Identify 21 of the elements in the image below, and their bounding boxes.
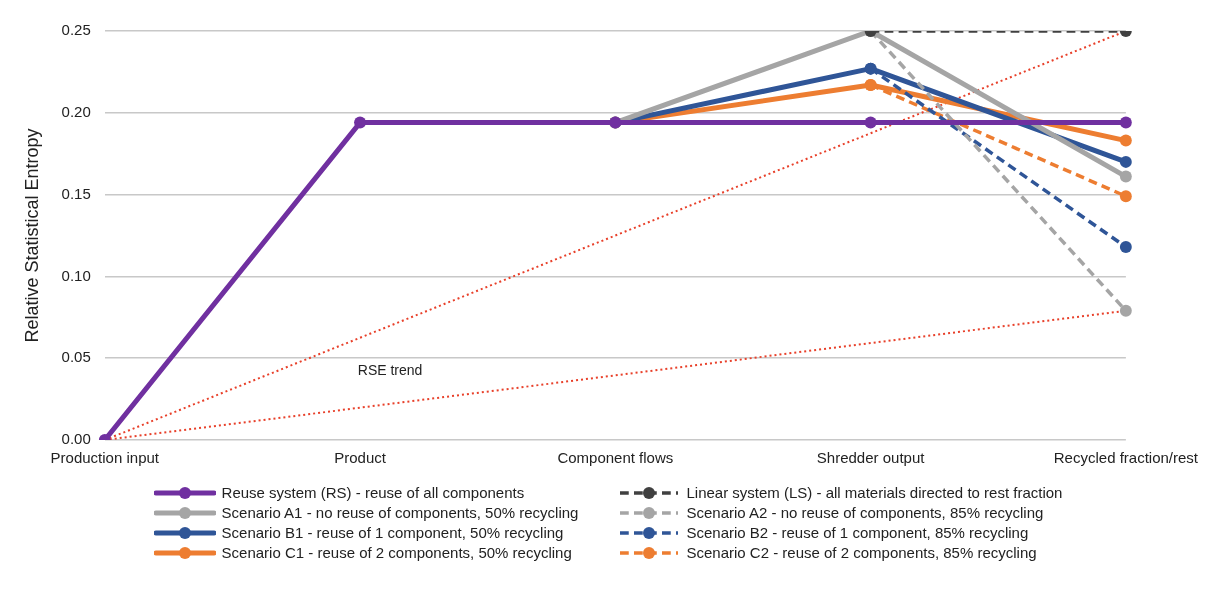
y-axis-title: Relative Statistical Entropy	[21, 128, 42, 343]
x-tick-label: Production input	[50, 449, 160, 467]
y-tick-label: 0.15	[61, 184, 91, 202]
legend-label: Scenario A1 - no reuse of components, 50% recycling	[221, 504, 579, 521]
legend-label: Scenario B2 - reuse of 1 component, 85% recycling	[686, 524, 1029, 541]
x-tick-label: Shredder output	[816, 449, 926, 467]
y-tick-label: 0.00	[61, 430, 91, 448]
y-tick-label: 0.20	[61, 102, 91, 120]
annotation: RSE trend	[357, 361, 423, 378]
legend-label: Scenario A2 - no reuse of components, 85% recycling	[686, 504, 1044, 521]
x-tick-label: Component flows	[557, 449, 674, 467]
y-tick-label: 0.10	[61, 266, 91, 284]
y-tick-label: 0.05	[61, 348, 91, 366]
legend-label: Scenario B1 - reuse of 1 component, 50% recycling	[221, 524, 564, 541]
y-tick-label: 0.25	[61, 21, 91, 39]
x-tick-label: Recycled fraction/rest	[1053, 449, 1199, 467]
legend-label: Linear system (LS) - all materials directed to rest fraction	[686, 484, 1063, 501]
legend-label: Reuse system (RS) - reuse of all components	[221, 484, 525, 501]
legend-label: Scenario C2 - reuse of 2 components, 85% recycling	[686, 544, 1037, 561]
x-tick-label: Product	[334, 449, 387, 467]
legend-label: Scenario C1 - reuse of 2 components, 50% recycling	[221, 544, 572, 561]
